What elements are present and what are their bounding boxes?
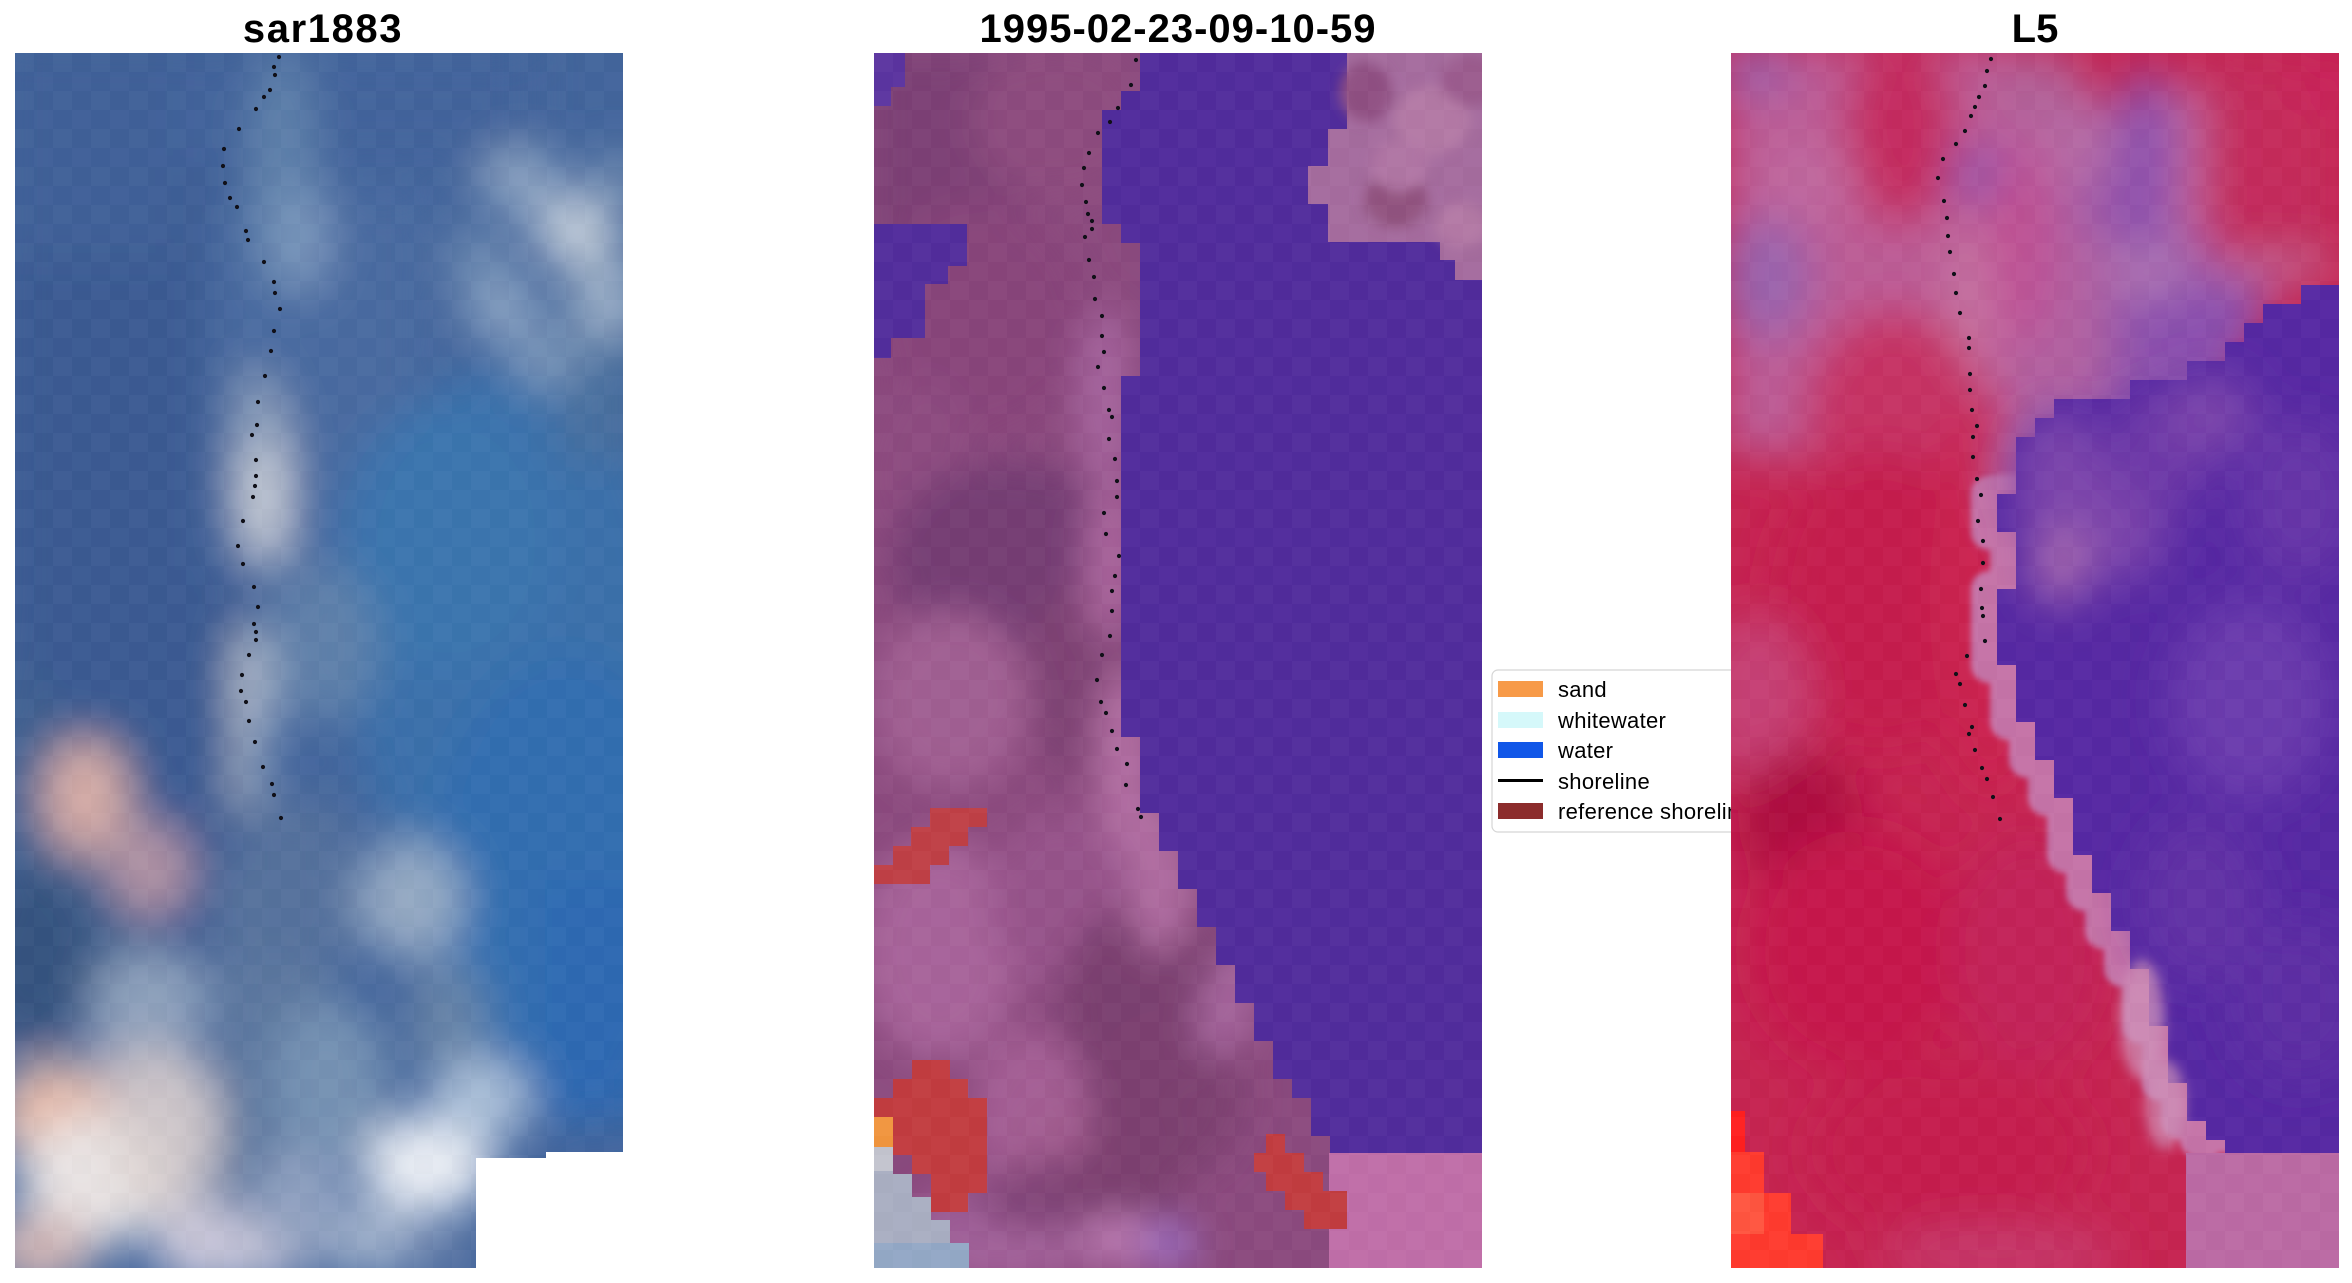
svg-text:L5: L5 — [2012, 7, 2059, 51]
svg-text:sand: sand — [1558, 677, 1607, 702]
svg-text:whitewater: whitewater — [1557, 708, 1666, 733]
svg-text:reference shoreline: reference shoreline — [1558, 799, 1752, 824]
svg-text:1995-02-23-09-10-59: 1995-02-23-09-10-59 — [979, 7, 1376, 51]
svg-text:water: water — [1557, 738, 1613, 763]
svg-text:shoreline: shoreline — [1558, 769, 1650, 794]
svg-text:sar1883: sar1883 — [243, 7, 403, 51]
